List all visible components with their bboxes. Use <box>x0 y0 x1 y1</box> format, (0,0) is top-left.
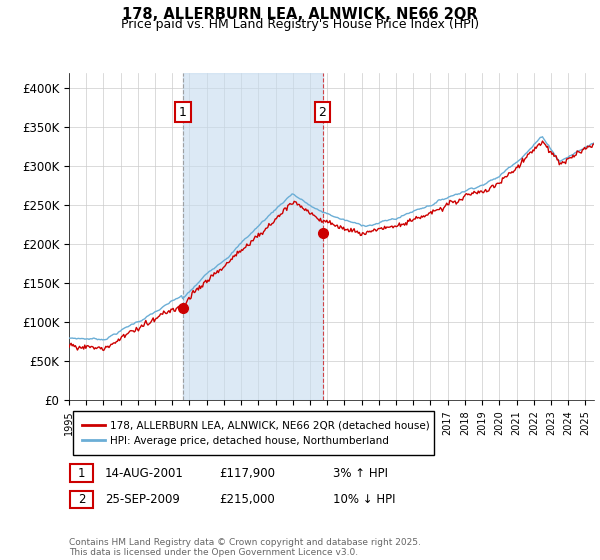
Text: Contains HM Land Registry data © Crown copyright and database right 2025.
This d: Contains HM Land Registry data © Crown c… <box>69 538 421 557</box>
Text: 1: 1 <box>179 106 187 119</box>
Text: 3% ↑ HPI: 3% ↑ HPI <box>333 466 388 480</box>
Text: 1: 1 <box>78 466 85 480</box>
Text: £117,900: £117,900 <box>219 466 275 480</box>
Text: 178, ALLERBURN LEA, ALNWICK, NE66 2QR: 178, ALLERBURN LEA, ALNWICK, NE66 2QR <box>122 7 478 22</box>
FancyBboxPatch shape <box>70 464 94 482</box>
Legend: 178, ALLERBURN LEA, ALNWICK, NE66 2QR (detached house), HPI: Average price, deta: 178, ALLERBURN LEA, ALNWICK, NE66 2QR (d… <box>78 417 434 450</box>
FancyBboxPatch shape <box>70 491 94 508</box>
Text: 14-AUG-2001: 14-AUG-2001 <box>105 466 184 480</box>
Text: £215,000: £215,000 <box>219 493 275 506</box>
Text: Price paid vs. HM Land Registry's House Price Index (HPI): Price paid vs. HM Land Registry's House … <box>121 18 479 31</box>
Text: 2: 2 <box>319 106 326 119</box>
Bar <box>183 73 323 400</box>
Text: 25-SEP-2009: 25-SEP-2009 <box>105 493 180 506</box>
Text: 10% ↓ HPI: 10% ↓ HPI <box>333 493 395 506</box>
Text: 2: 2 <box>78 493 85 506</box>
FancyBboxPatch shape <box>73 412 434 455</box>
